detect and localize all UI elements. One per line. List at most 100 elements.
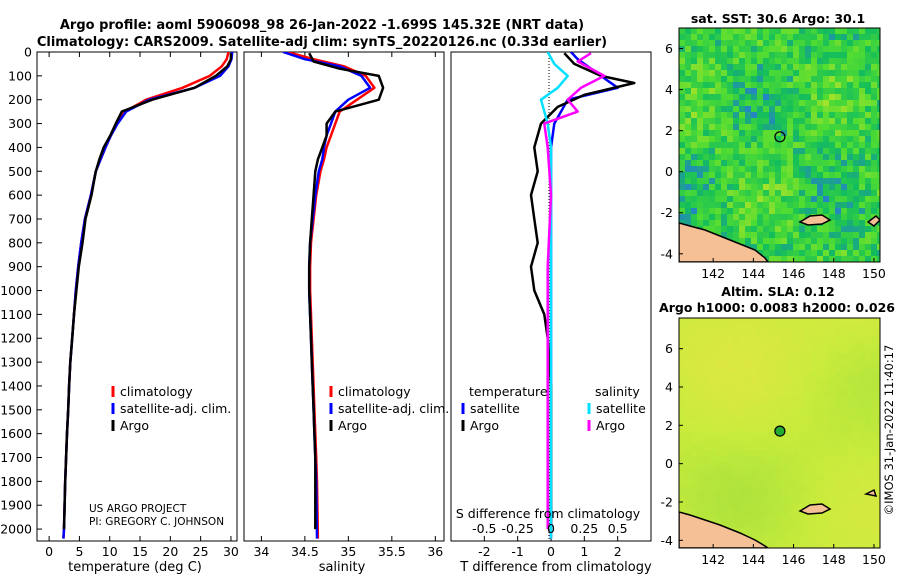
- map-cell: [721, 154, 728, 161]
- map-cell: [871, 28, 878, 35]
- map-cell: [805, 196, 812, 203]
- map-cell: [703, 106, 710, 113]
- map-cell: [721, 342, 728, 349]
- map-cell: [691, 142, 698, 149]
- map-cell: [715, 70, 722, 77]
- map-cell: [745, 100, 752, 107]
- map-cell: [721, 106, 728, 113]
- map-cell: [865, 444, 872, 451]
- map-cell: [733, 232, 740, 239]
- map-cell: [697, 324, 704, 331]
- map-cell: [769, 214, 776, 221]
- map-cell: [733, 522, 740, 529]
- map-cell: [703, 214, 710, 221]
- map-cell: [817, 70, 824, 77]
- map-cell: [793, 178, 800, 185]
- map-cell: [799, 232, 806, 239]
- map-cell: [793, 540, 800, 547]
- map-cell: [841, 76, 848, 83]
- map-cell: [709, 118, 716, 125]
- x-tick-label: 20: [162, 544, 178, 559]
- map-cell: [703, 498, 710, 505]
- map-cell: [805, 390, 812, 397]
- map-cell: [829, 444, 836, 451]
- map-cell: [715, 438, 722, 445]
- map-cell: [739, 516, 746, 523]
- map-cell: [859, 238, 866, 245]
- map-cell: [709, 438, 716, 445]
- map-cell: [877, 184, 880, 191]
- map-cell: [871, 354, 878, 361]
- map-cell: [823, 330, 830, 337]
- map-cell: [859, 196, 866, 203]
- map-cell: [859, 40, 866, 47]
- map-cell: [685, 154, 692, 161]
- map-cell: [751, 244, 758, 251]
- x-tick-label: 5: [75, 544, 83, 559]
- map-cell: [751, 336, 758, 343]
- map-cell: [817, 408, 824, 415]
- map-cell: [709, 408, 716, 415]
- map-cell: [685, 40, 692, 47]
- map-cell: [757, 130, 764, 137]
- map-cell: [805, 354, 812, 361]
- map-cell: [793, 414, 800, 421]
- map-cell: [859, 354, 866, 361]
- map-cell: [847, 360, 854, 367]
- map-cell: [823, 432, 830, 439]
- map-cell: [709, 172, 716, 179]
- y-tick-label: 900: [8, 259, 32, 274]
- map-cell: [739, 232, 746, 239]
- map-cell: [709, 142, 716, 149]
- map-cell: [769, 142, 776, 149]
- map-cell: [781, 360, 788, 367]
- map-cell: [685, 172, 692, 179]
- map-cell: [847, 172, 854, 179]
- map-cell: [853, 438, 860, 445]
- map-cell: [727, 336, 734, 343]
- map-cell: [703, 82, 710, 89]
- map-cell: [871, 136, 878, 143]
- map-cell: [769, 402, 776, 409]
- map-cell: [751, 94, 758, 101]
- map-cell: [679, 94, 686, 101]
- map-y-tick-label: 2: [665, 123, 673, 138]
- map-cell: [787, 384, 794, 391]
- y-tick-label: 1300: [0, 355, 32, 370]
- map-cell: [787, 522, 794, 529]
- map-cell: [817, 100, 824, 107]
- map-cell: [697, 366, 704, 373]
- map-cell: [715, 348, 722, 355]
- map-cell: [757, 94, 764, 101]
- map-cell: [745, 474, 752, 481]
- map-cell: [739, 462, 746, 469]
- map-cell: [799, 34, 806, 41]
- map-cell: [787, 208, 794, 215]
- map-cell: [793, 318, 800, 325]
- map-cell: [721, 486, 728, 493]
- map-cell: [727, 420, 734, 427]
- map-cell: [829, 178, 836, 185]
- map-cell: [787, 160, 794, 167]
- map-cell: [751, 378, 758, 385]
- s-tick-label: 0.5: [608, 521, 628, 536]
- map-cell: [823, 540, 830, 547]
- map-cell: [865, 510, 872, 517]
- map-cell: [733, 384, 740, 391]
- map-cell: [781, 202, 788, 209]
- map-cell: [751, 498, 758, 505]
- map-cell: [679, 462, 686, 469]
- map-cell: [823, 184, 830, 191]
- map-cell: [709, 166, 716, 173]
- map-cell: [769, 124, 776, 131]
- map-cell: [733, 154, 740, 161]
- map-cell: [841, 534, 848, 541]
- map-cell: [727, 348, 734, 355]
- map-cell: [757, 402, 764, 409]
- map-cell: [745, 384, 752, 391]
- map-y-tick-label: 6: [665, 341, 673, 356]
- map-cell: [835, 184, 842, 191]
- map-cell: [853, 136, 860, 143]
- map-cell: [871, 106, 878, 113]
- legend-t-satellite-label: satellite: [470, 401, 520, 416]
